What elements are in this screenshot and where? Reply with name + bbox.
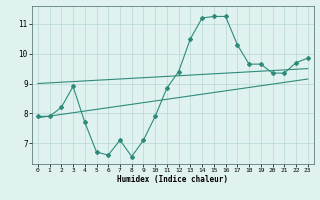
X-axis label: Humidex (Indice chaleur): Humidex (Indice chaleur) [117,175,228,184]
